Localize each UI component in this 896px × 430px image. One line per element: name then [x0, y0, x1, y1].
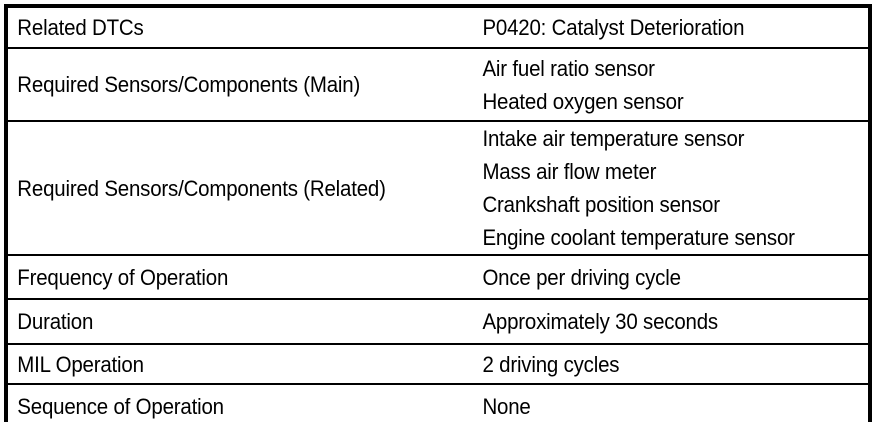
table-cell-label: MIL Operation: [8, 344, 475, 385]
table-cell-value: Air fuel ratio sensor Heated oxygen sens…: [475, 48, 868, 122]
table-cell-label: Required Sensors/Components (Related): [8, 121, 475, 256]
row-value: Approximately 30 seconds: [482, 309, 718, 334]
table-cell-value: P0420: Catalyst Deterioration: [475, 8, 868, 49]
row-value: Intake air temperature sensor Mass air f…: [482, 126, 795, 250]
diagnostic-spec-table: Related DTCs P0420: Catalyst Deteriorati…: [8, 8, 868, 427]
row-label: Frequency of Operation: [17, 264, 229, 290]
row-value: Air fuel ratio sensor Heated oxygen sens…: [482, 55, 684, 114]
table-cell-label: Sequence of Operation: [8, 384, 475, 427]
row-label: Related DTCs: [17, 15, 144, 40]
row-value: None: [482, 393, 531, 419]
row-label: Required Sensors/Components (Main): [17, 72, 361, 97]
row-label: Required Sensors/Components (Related): [17, 175, 386, 201]
table-cell-label: Related DTCs: [8, 8, 475, 49]
row-label: Duration: [17, 309, 94, 334]
spec-table-body: Related DTCs P0420: Catalyst Deteriorati…: [8, 8, 868, 427]
table-row: Frequency of Operation Once per driving …: [8, 255, 868, 300]
row-value: P0420: Catalyst Deterioration: [482, 15, 745, 40]
row-value: Once per driving cycle: [482, 264, 681, 290]
table-cell-value: Intake air temperature sensor Mass air f…: [475, 121, 868, 256]
table-row: Sequence of Operation None: [8, 384, 868, 427]
row-label: Sequence of Operation: [17, 393, 224, 419]
table-cell-value: Approximately 30 seconds: [475, 299, 868, 345]
table-row: Duration Approximately 30 seconds: [8, 299, 868, 345]
table-cell-value: 2 driving cycles: [475, 344, 868, 385]
table-cell-value: None: [475, 384, 868, 427]
table-row: Required Sensors/Components (Related) In…: [8, 121, 868, 256]
table-cell-label: Duration: [8, 299, 475, 345]
row-value: 2 driving cycles: [482, 351, 620, 377]
table-row: MIL Operation 2 driving cycles: [8, 344, 868, 385]
table-cell-label: Frequency of Operation: [8, 255, 475, 300]
table-cell-label: Required Sensors/Components (Main): [8, 48, 475, 122]
row-label: MIL Operation: [17, 351, 144, 377]
spec-table-frame: Related DTCs P0420: Catalyst Deteriorati…: [4, 4, 872, 427]
table-row: Required Sensors/Components (Main) Air f…: [8, 48, 868, 122]
table-cell-value: Once per driving cycle: [475, 255, 868, 300]
table-row: Related DTCs P0420: Catalyst Deteriorati…: [8, 8, 868, 49]
